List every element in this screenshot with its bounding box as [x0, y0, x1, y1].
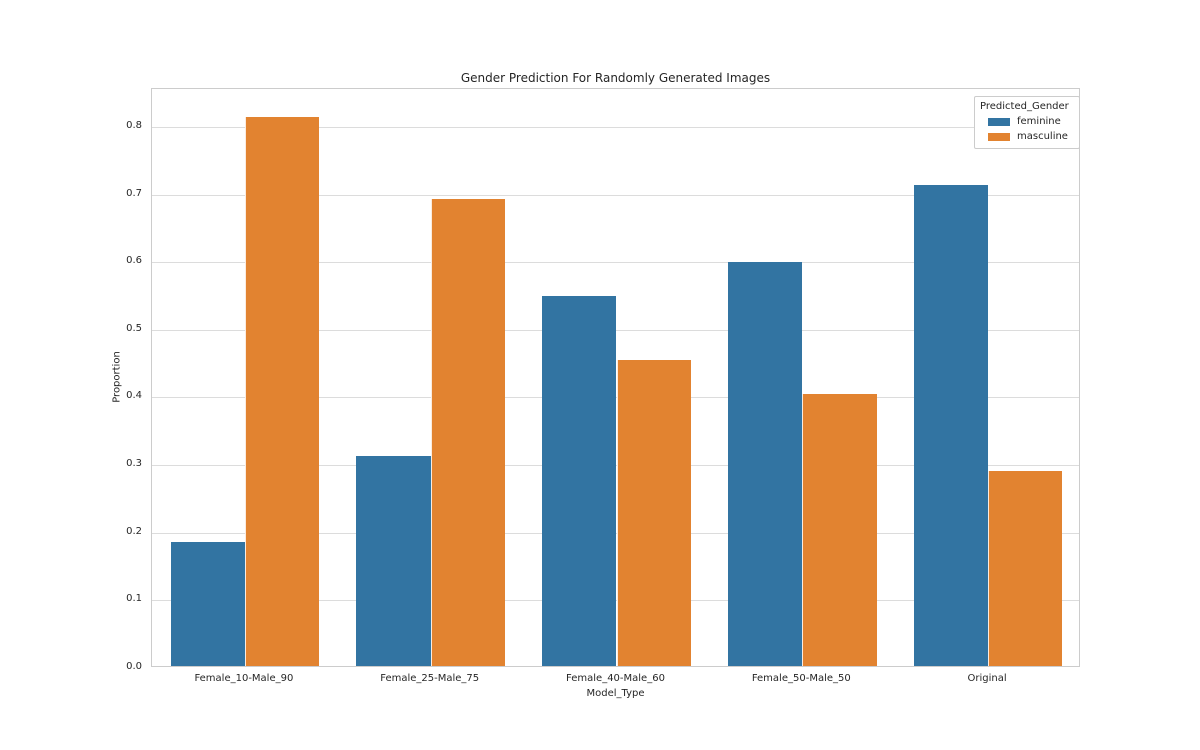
y-tick-label: 0.0: [126, 661, 142, 672]
y-tick-label: 0.8: [126, 119, 142, 131]
x-axis-label: Model_Type: [586, 688, 645, 699]
y-tick-label: 0.4: [126, 390, 142, 402]
legend-entry-label: feminine: [1017, 116, 1061, 127]
bar-masculine-Female_50-Male_50: [802, 394, 877, 666]
bar-masculine-Female_25-Male_75: [430, 199, 505, 666]
legend-swatch-masculine: [988, 132, 1010, 141]
gridline: [152, 262, 1079, 264]
y-tick-label: 0.6: [126, 255, 142, 267]
bar-masculine-Female_40-Male_60: [616, 360, 691, 666]
bar-feminine-Female_25-Male_75: [356, 456, 431, 666]
legend-title: Predicted_Gender: [980, 101, 1069, 112]
legend: Predicted_Gender feminine masculine: [974, 96, 1080, 149]
legend-entries: feminine masculine: [980, 114, 1074, 144]
legend-entry-label: masculine: [1017, 131, 1068, 142]
y-tick-label: 0.2: [126, 525, 142, 537]
legend-entry-masculine: masculine: [980, 129, 1074, 144]
y-tick-label: 0.5: [126, 322, 142, 334]
chart-title: Gender Prediction For Randomly Generated…: [460, 71, 771, 85]
y-tick-label: 0.7: [126, 187, 142, 199]
bar-feminine-Female_40-Male_60: [542, 296, 617, 666]
y-tick-label: 0.1: [126, 593, 142, 605]
legend-swatch-feminine: [988, 117, 1010, 126]
x-tick-label: Female_25-Male_75: [380, 673, 480, 684]
legend-entry-feminine: feminine: [980, 114, 1074, 129]
x-tick-label: Original: [967, 673, 1007, 684]
y-axis-label: Proportion: [111, 351, 123, 403]
x-tick-label: Female_50-Male_50: [751, 673, 851, 684]
gridline: [152, 194, 1079, 196]
gridline: [152, 126, 1079, 128]
bar-masculine-Female_10-Male_90: [244, 116, 320, 666]
y-tick-label: 0.3: [126, 458, 142, 470]
bar-feminine-Original: [913, 185, 989, 666]
plot-area: Predicted_Gender feminine masculine: [151, 88, 1080, 667]
x-tick-label: Female_40-Male_60: [566, 673, 665, 684]
bar-masculine-Original: [988, 471, 1063, 666]
bar-feminine-Female_50-Male_50: [728, 262, 803, 666]
bar-feminine-Female_10-Male_90: [170, 541, 245, 666]
x-tick-label: Female_10-Male_90: [194, 673, 294, 684]
